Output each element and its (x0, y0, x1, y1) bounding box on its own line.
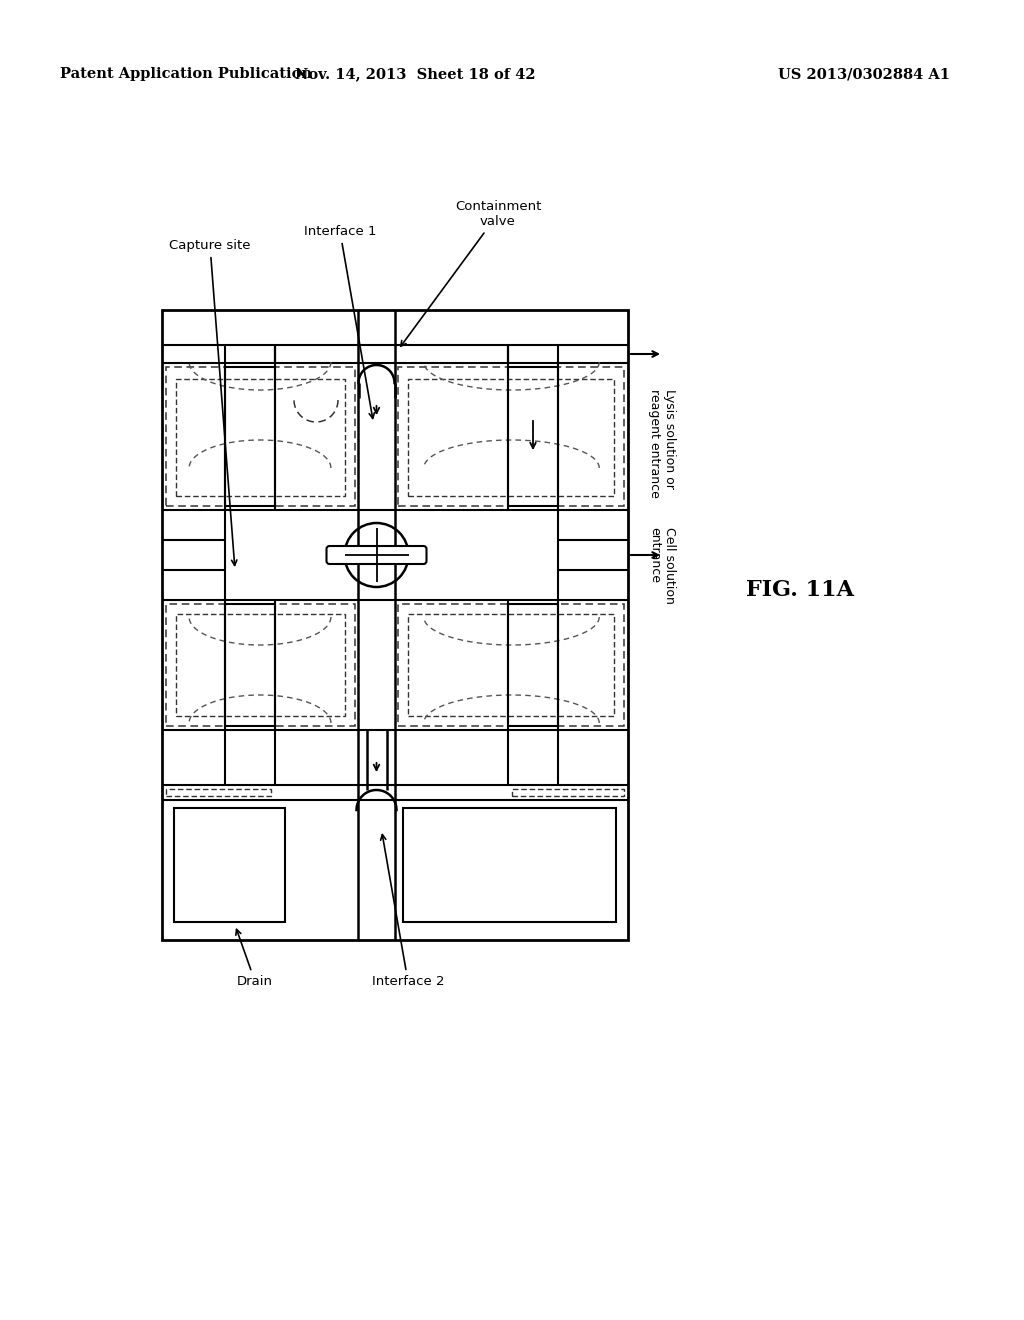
Text: Cell solution
entrance: Cell solution entrance (648, 527, 676, 603)
FancyBboxPatch shape (327, 546, 427, 564)
Bar (225, 605, 275, 726)
Bar (166, 367, 355, 506)
Bar (174, 808, 285, 921)
Bar (166, 789, 271, 796)
Bar (398, 367, 624, 506)
Text: Lysis solution or
reagent entrance: Lysis solution or reagent entrance (648, 388, 676, 498)
Bar (512, 789, 624, 796)
Bar (225, 367, 275, 506)
Text: Patent Application Publication: Patent Application Publication (60, 67, 312, 81)
Text: Interface 1: Interface 1 (304, 224, 376, 418)
Bar (508, 605, 558, 726)
Bar (176, 614, 345, 715)
Bar (166, 605, 355, 726)
Text: Drain: Drain (236, 929, 273, 987)
Text: Interface 2: Interface 2 (372, 834, 444, 987)
Bar (403, 808, 616, 921)
Text: Nov. 14, 2013  Sheet 18 of 42: Nov. 14, 2013 Sheet 18 of 42 (295, 67, 536, 81)
Text: US 2013/0302884 A1: US 2013/0302884 A1 (778, 67, 950, 81)
Bar (398, 605, 624, 726)
Bar (408, 614, 614, 715)
Bar (162, 310, 628, 940)
Text: Capture site: Capture site (169, 239, 251, 565)
Bar (176, 379, 345, 496)
Text: FIG. 11A: FIG. 11A (746, 579, 854, 601)
Text: Containment
valve: Containment valve (400, 201, 542, 346)
Bar (408, 379, 614, 496)
Bar (508, 367, 558, 506)
